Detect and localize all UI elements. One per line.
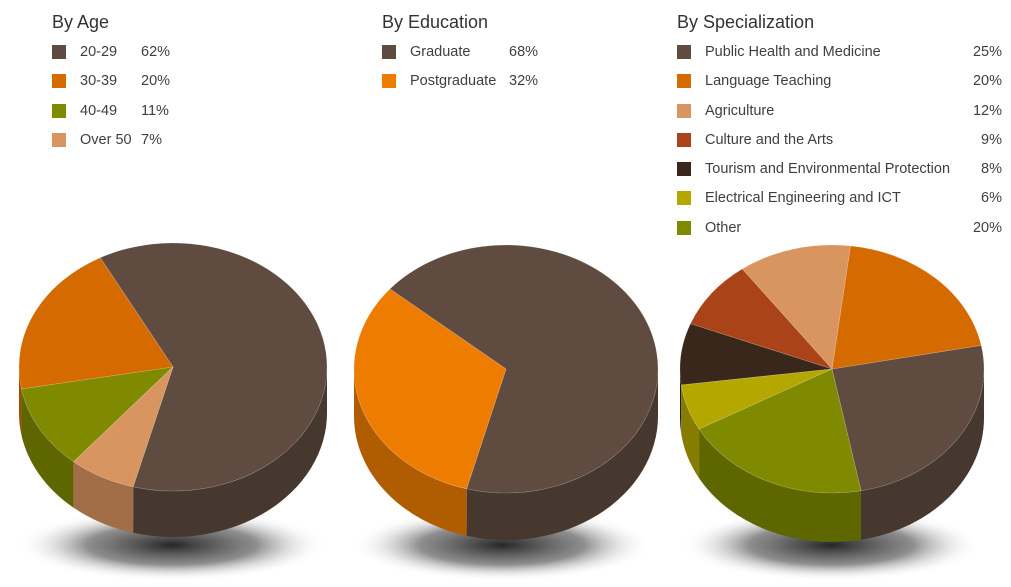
- pie-slice: [99, 242, 328, 492]
- pie-slice: [389, 244, 659, 494]
- pie-slice-side: [21, 388, 74, 508]
- pie-slice: [73, 366, 174, 488]
- legend-swatch: [677, 74, 691, 89]
- pie-shadow: [352, 509, 652, 581]
- legend-label: Electrical Engineering and ICT: [705, 190, 901, 207]
- legend-label: Agriculture: [705, 102, 775, 119]
- pie-slice: [741, 244, 851, 370]
- legend-label: Public Health and Medicine: [705, 44, 881, 60]
- legend-label: Postgraduate: [410, 73, 497, 90]
- legend-value: 6%: [981, 190, 1002, 207]
- education-chart-title: By Education: [382, 12, 489, 32]
- legend-swatch: [677, 191, 691, 206]
- legend-label: Over 50: [80, 131, 132, 148]
- legend-swatch: [677, 103, 691, 118]
- legend-value: 62%: [141, 44, 171, 60]
- pie-slice-side: [699, 429, 862, 542]
- legend-swatch: [677, 132, 691, 147]
- pie-slice: [18, 257, 174, 390]
- pie-slice: [353, 288, 507, 490]
- legend-swatch: [677, 162, 691, 177]
- legend-swatch: [52, 45, 66, 59]
- pie-slice-side: [19, 367, 22, 435]
- legend-swatch: [382, 74, 396, 89]
- legend-value: 7%: [141, 131, 162, 148]
- legend-label: Culture and the Arts: [705, 131, 834, 148]
- legend-swatch: [677, 45, 691, 59]
- legend-swatch: [52, 74, 66, 89]
- pie-slice-side: [73, 461, 134, 533]
- specialization-chart-title: By Specialization: [677, 12, 815, 32]
- pie-slice-side: [861, 369, 984, 540]
- pie-slice: [21, 366, 174, 463]
- legend-value: 20%: [972, 219, 1002, 236]
- legend-label: Other: [705, 219, 742, 236]
- specialization-legend-item: Electrical Engineering and ICT 6%: [677, 188, 1002, 217]
- pie-slice-side: [133, 367, 327, 537]
- pie-slice: [698, 368, 862, 494]
- legend-swatch: [382, 45, 396, 59]
- pie-slice: [679, 323, 833, 386]
- specialization-legend-item: Culture and the Arts 9%: [677, 130, 1002, 159]
- legend-label: Tourism and Environmental Protection: [705, 161, 951, 178]
- pie-slice-side: [681, 384, 700, 479]
- pie-slice: [831, 345, 985, 492]
- legend-label: Graduate: [410, 44, 471, 60]
- legend-swatch: [677, 220, 691, 235]
- legend-value: 12%: [972, 102, 1002, 119]
- legend-value: 8%: [981, 161, 1002, 178]
- legend-value: 11%: [141, 102, 169, 119]
- specialization-legend-item: Public Health and Medicine 25%: [677, 42, 1002, 71]
- specialization-legend-item: Other 20%: [677, 218, 1002, 247]
- specialization-legend: Public Health and Medicine 25% Language Te…: [677, 42, 1002, 247]
- legend-value: 20%: [141, 73, 171, 90]
- specialization-legend-item: Language Teaching 20%: [677, 71, 1002, 100]
- age-pie: [17, 242, 328, 581]
- pie-slice: [690, 268, 833, 370]
- legend-swatch: [52, 132, 66, 147]
- legend-label: Language Teaching: [705, 73, 832, 90]
- pie-slice-side: [466, 369, 658, 540]
- legend-value: 32%: [509, 73, 539, 90]
- legend-value: 25%: [972, 44, 1002, 60]
- legend-value: 68%: [509, 44, 539, 60]
- legend-value: 20%: [972, 73, 1002, 90]
- education-pie: [352, 244, 659, 581]
- specialization-legend-item: Tourism and Environmental Protection 8%: [677, 159, 1002, 188]
- pie-shadow: [681, 509, 981, 581]
- specialization-pie: [679, 244, 985, 581]
- legend-label: 40-49: [80, 102, 118, 119]
- legend-label: 20-29: [80, 44, 118, 60]
- pie-shadow: [17, 509, 327, 581]
- pie-slice-side: [353, 369, 467, 536]
- legend-value: 9%: [981, 131, 1002, 148]
- pie-slice: [680, 368, 833, 430]
- pie-slice: [831, 245, 982, 370]
- legend-swatch: [52, 103, 66, 118]
- pie-slice-side: [680, 369, 682, 434]
- legend-label: 30-39: [80, 73, 118, 90]
- specialization-legend-item: Agriculture 12%: [677, 101, 1002, 130]
- age-chart-title: By Age: [52, 12, 110, 32]
